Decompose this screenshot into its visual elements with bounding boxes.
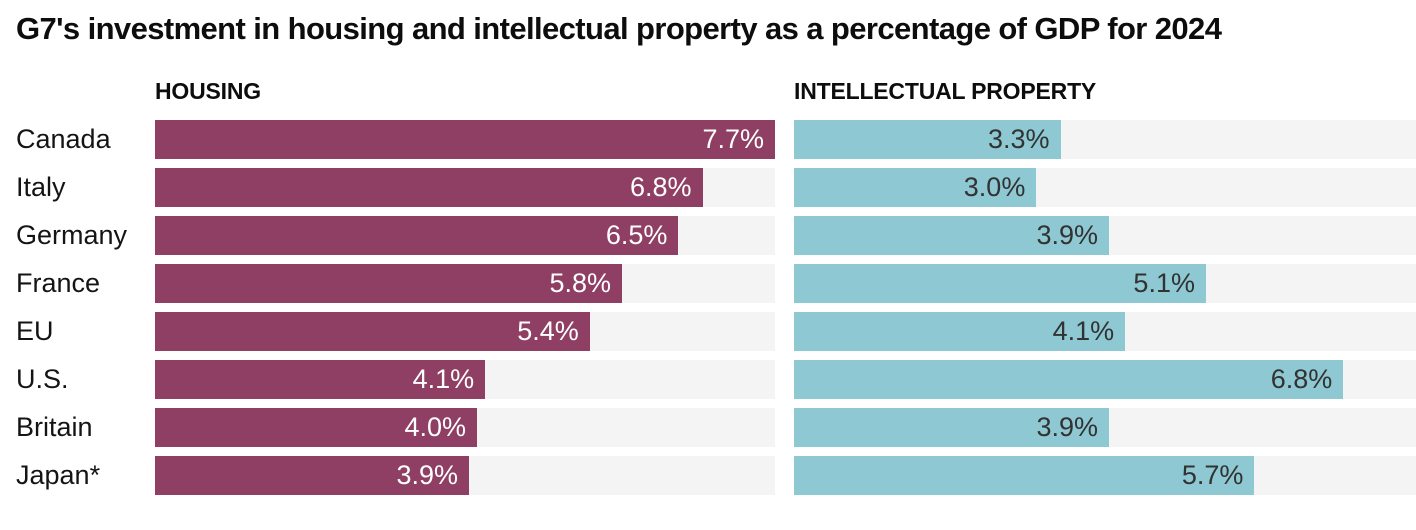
ip-bar: 6.8% <box>794 360 1344 399</box>
ip-bar-track: 3.9% <box>794 408 1416 447</box>
housing-bar: 4.0% <box>155 408 478 447</box>
ip-bar: 4.1% <box>794 312 1126 351</box>
chart-row: Britain 4.0% 3.9% <box>0 408 1416 456</box>
ip-bar-value: 3.9% <box>1036 412 1099 442</box>
ip-bar-value: 6.8% <box>1270 364 1333 394</box>
housing-bar-value: 5.4% <box>517 316 579 346</box>
ip-bar: 3.3% <box>794 120 1061 159</box>
ip-bar-value: 3.0% <box>963 172 1026 202</box>
bar-chart: Canada 7.7% 3.3% Italy 6.8% 3.0% Germany 6.5% 3.… <box>0 120 1416 504</box>
housing-bar-value: 7.7% <box>702 124 764 154</box>
housing-bar-track: 6.8% <box>155 168 775 207</box>
ip-bar-track: 3.9% <box>794 216 1416 255</box>
housing-column-header: HOUSING <box>155 78 261 104</box>
ip-bar-track: 5.1% <box>794 264 1416 303</box>
ip-bar-value: 3.9% <box>1036 220 1099 250</box>
chart-title: G7's investment in housing and intellect… <box>16 11 1222 46</box>
housing-bar: 4.1% <box>155 360 486 399</box>
ip-bar-value: 5.7% <box>1181 460 1244 490</box>
ip-bar: 5.1% <box>794 264 1206 303</box>
country-label: Canada <box>16 124 111 154</box>
ip-bar: 5.7% <box>794 456 1255 495</box>
chart-row: EU 5.4% 4.1% <box>0 312 1416 360</box>
housing-bar-track: 3.9% <box>155 456 775 495</box>
housing-bar-track: 5.4% <box>155 312 775 351</box>
housing-bar-track: 6.5% <box>155 216 775 255</box>
housing-bar: 5.4% <box>155 312 590 351</box>
housing-bar-track: 4.0% <box>155 408 775 447</box>
housing-bar: 5.8% <box>155 264 622 303</box>
country-label: Germany <box>16 220 128 250</box>
ip-bar-track: 3.0% <box>794 168 1416 207</box>
housing-bar-value: 3.9% <box>396 460 459 490</box>
chart-row: Canada 7.7% 3.3% <box>0 120 1416 168</box>
housing-bar-track: 4.1% <box>155 360 775 399</box>
chart-row: U.S. 4.1% 6.8% <box>0 360 1416 408</box>
housing-bar-value: 6.8% <box>629 172 692 202</box>
ip-bar-track: 6.8% <box>794 360 1416 399</box>
housing-bar: 6.8% <box>155 168 703 207</box>
ip-bar: 3.9% <box>794 408 1110 447</box>
housing-bar: 6.5% <box>155 216 679 255</box>
ip-bar: 3.0% <box>794 168 1037 207</box>
country-label: EU <box>16 316 54 346</box>
ip-bar: 3.9% <box>794 216 1110 255</box>
chart-row: Japan* 3.9% 5.7% <box>0 456 1416 504</box>
housing-bar-track: 5.8% <box>155 264 775 303</box>
country-label: France <box>16 268 101 298</box>
country-label: Japan* <box>16 460 101 490</box>
ip-bar-value: 5.1% <box>1133 268 1195 298</box>
chart-row: France 5.8% 5.1% <box>0 264 1416 312</box>
housing-bar-track: 7.7% <box>155 120 775 159</box>
chart-row: Germany 6.5% 3.9% <box>0 216 1416 264</box>
country-label: Italy <box>16 172 66 202</box>
housing-bar-value: 6.5% <box>605 220 668 250</box>
housing-bar-value: 4.0% <box>404 412 467 442</box>
housing-bar: 7.7% <box>155 120 775 159</box>
country-label: Britain <box>16 412 93 442</box>
ip-bar-track: 3.3% <box>794 120 1416 159</box>
country-label: U.S. <box>16 364 69 394</box>
chart-row: Italy 6.8% 3.0% <box>0 168 1416 216</box>
ip-bar-value: 4.1% <box>1052 316 1115 346</box>
housing-bar-value: 4.1% <box>412 364 475 394</box>
housing-bar-value: 5.8% <box>549 268 611 298</box>
housing-bar: 3.9% <box>155 456 470 495</box>
ip-bar-track: 4.1% <box>794 312 1416 351</box>
intellectual-property-column-header: INTELLECTUAL PROPERTY <box>794 78 1097 104</box>
ip-bar-value: 3.3% <box>988 124 1050 154</box>
ip-bar-track: 5.7% <box>794 456 1416 495</box>
